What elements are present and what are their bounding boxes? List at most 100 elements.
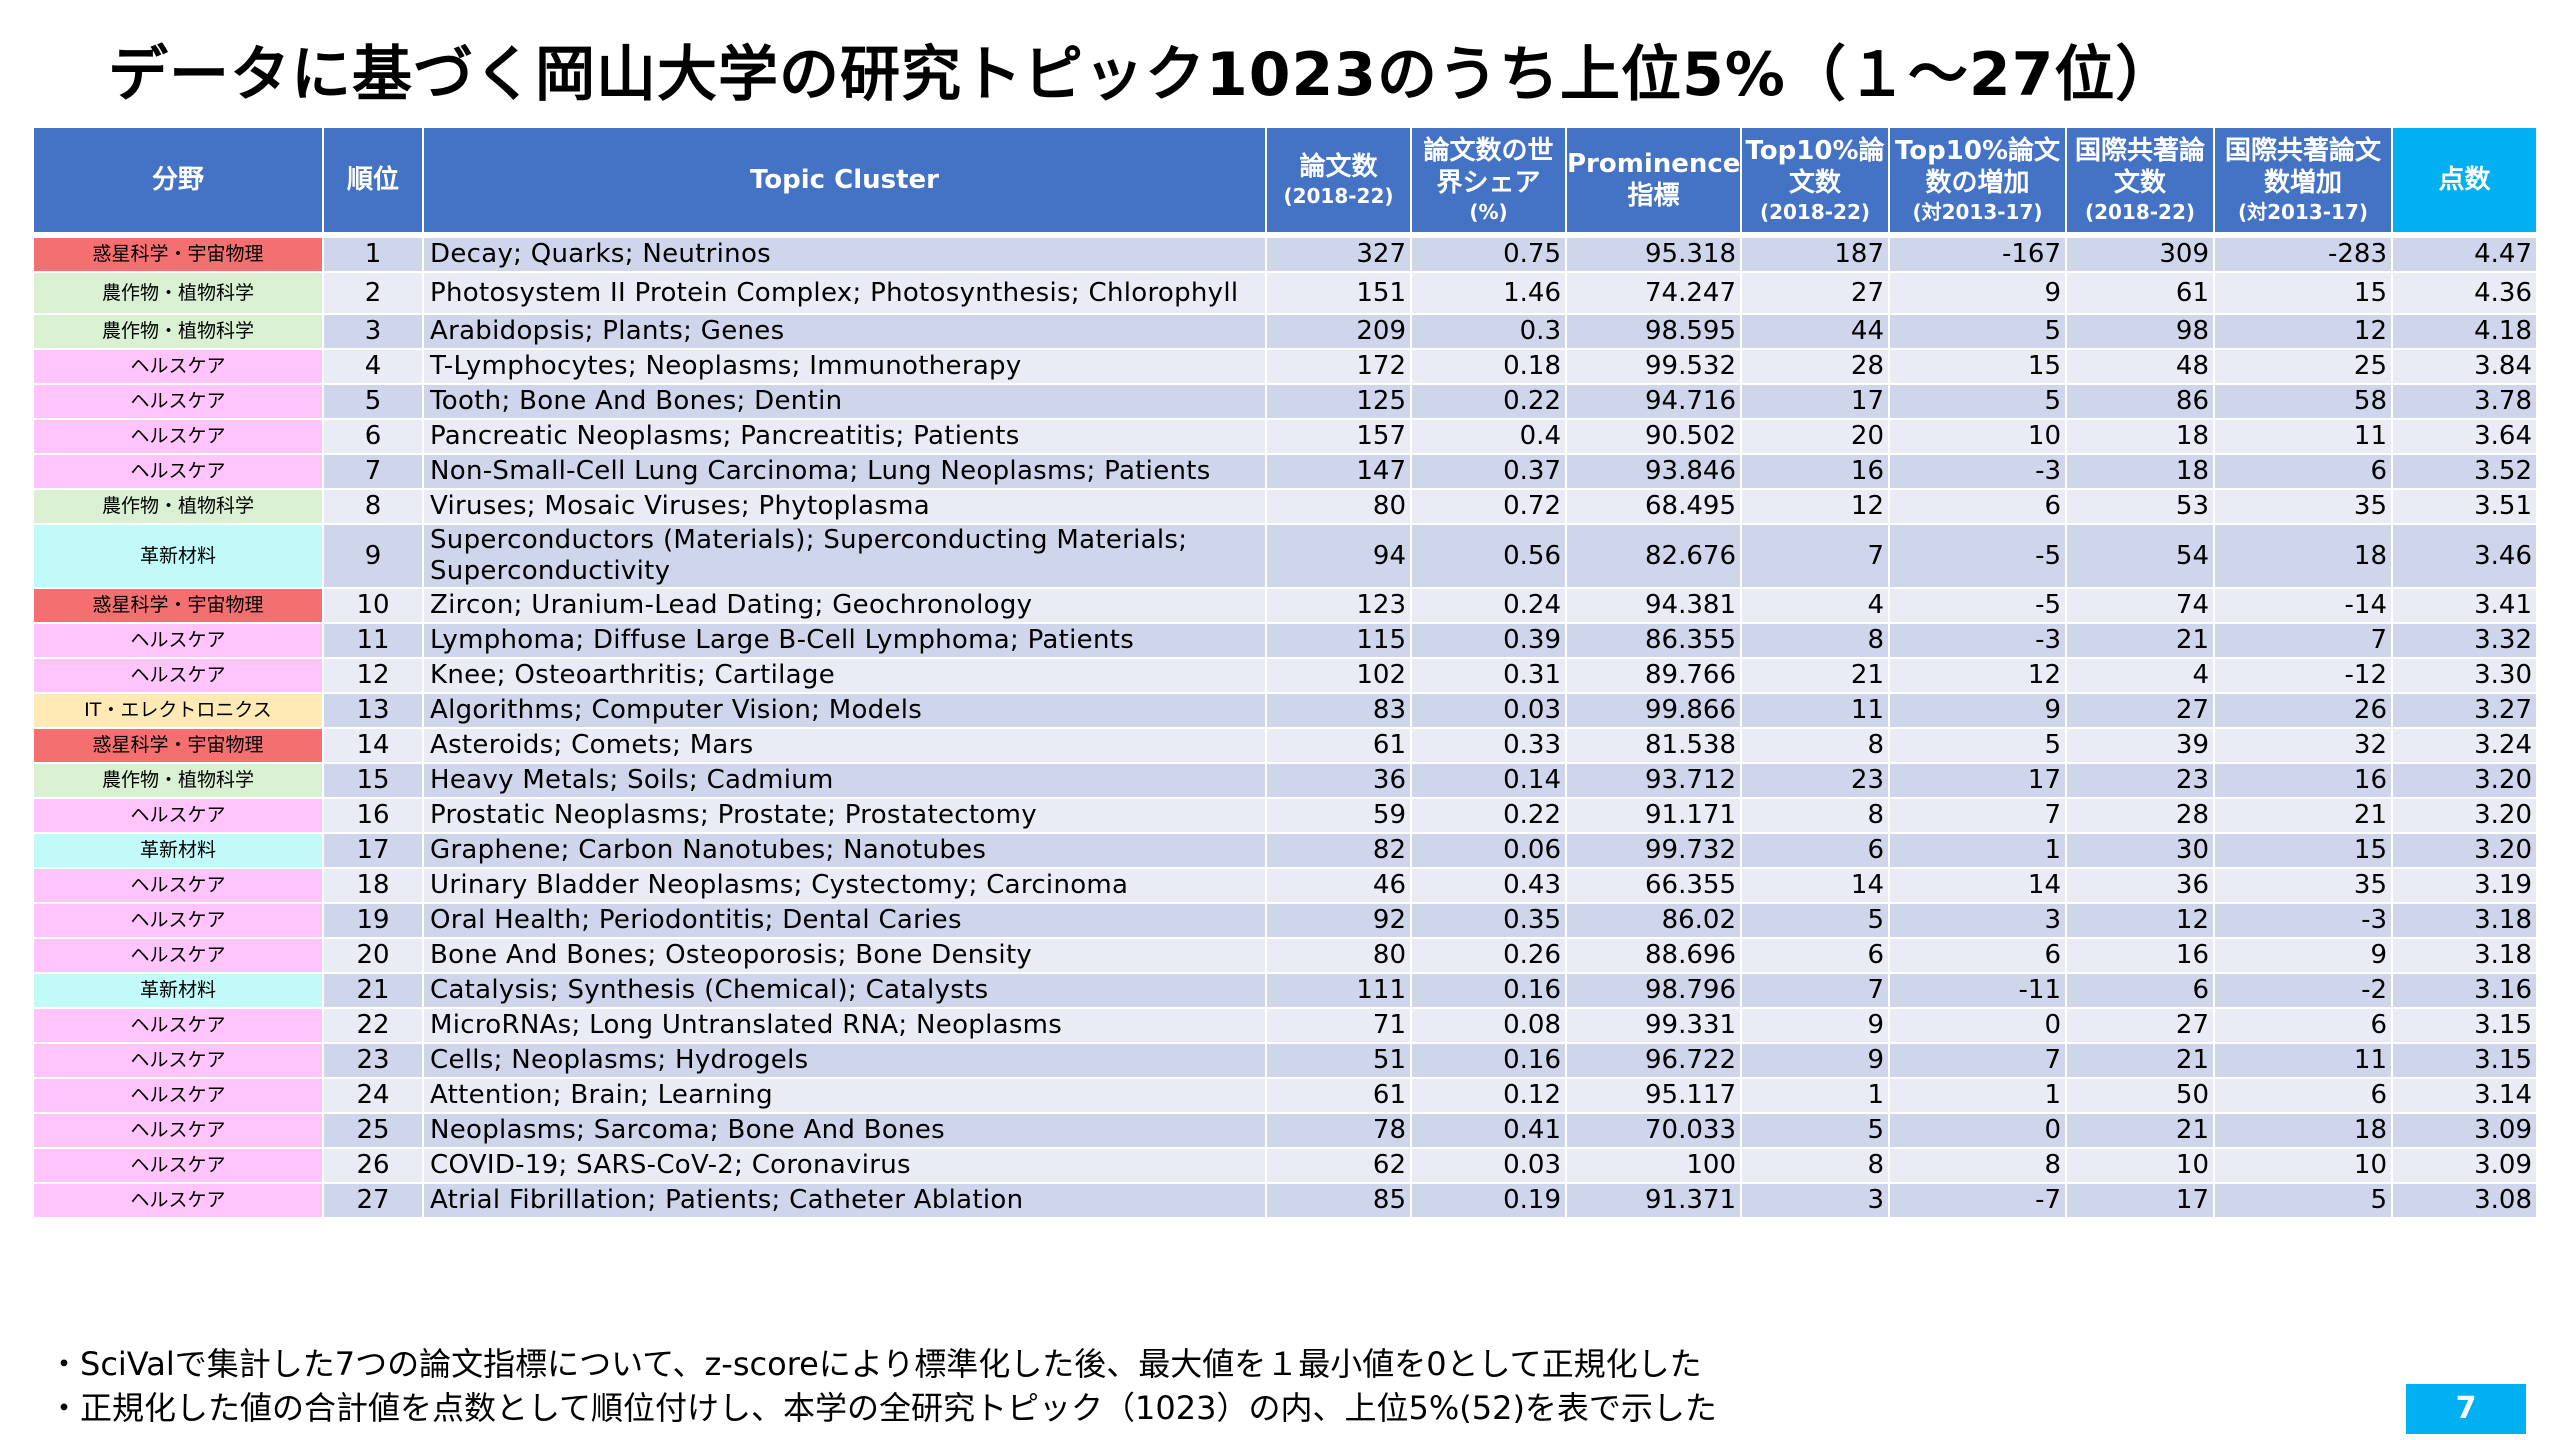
prominence-cell: 98.595 bbox=[1565, 313, 1742, 350]
intl-cell: 54 bbox=[2065, 523, 2215, 589]
field-cell: 革新材料 bbox=[32, 972, 324, 1009]
field-cell: ヘルスケア bbox=[32, 418, 324, 455]
top10-increase-cell: -11 bbox=[1888, 972, 2067, 1009]
share-cell: 0.08 bbox=[1410, 1007, 1567, 1044]
top10-cell: 5 bbox=[1740, 902, 1890, 939]
top10-increase-cell: 17 bbox=[1888, 762, 2067, 799]
score-cell: 3.46 bbox=[2391, 523, 2538, 589]
intl-increase-cell: 6 bbox=[2213, 1007, 2393, 1044]
intl-cell: 53 bbox=[2065, 488, 2215, 525]
footnote-2: ・正規化した値の合計値を点数として順位付けし、本学の全研究トピック（1023）の… bbox=[48, 1389, 1717, 1427]
topic-cell: Pancreatic Neoplasms; Pancreatitis; Pati… bbox=[422, 418, 1267, 455]
field-cell: ヘルスケア bbox=[32, 937, 324, 974]
intl-cell: 23 bbox=[2065, 762, 2215, 799]
intl-cell: 16 bbox=[2065, 937, 2215, 974]
field-cell: ヘルスケア bbox=[32, 348, 324, 385]
top10-cell: 4 bbox=[1740, 587, 1890, 624]
topic-cell: Heavy Metals; Soils; Cadmium bbox=[422, 762, 1267, 799]
prominence-cell: 86.02 bbox=[1565, 902, 1742, 939]
prominence-cell: 74.247 bbox=[1565, 271, 1742, 315]
score-cell: 3.09 bbox=[2391, 1147, 2538, 1184]
papers-cell: 83 bbox=[1265, 692, 1412, 729]
intl-increase-cell: 6 bbox=[2213, 453, 2393, 490]
table-row: ヘルスケア 6 Pancreatic Neoplasms; Pancreatitis… bbox=[32, 418, 2538, 455]
top10-cell: 9 bbox=[1740, 1007, 1890, 1044]
score-cell: 4.36 bbox=[2391, 271, 2538, 315]
topic-cell: Decay; Quarks; Neutrinos bbox=[422, 234, 1267, 273]
top10-increase-cell: 8 bbox=[1888, 1147, 2067, 1184]
prominence-cell: 93.712 bbox=[1565, 762, 1742, 799]
topic-cell: Prostatic Neoplasms; Prostate; Prostatec… bbox=[422, 797, 1267, 834]
top10-cell: 11 bbox=[1740, 692, 1890, 729]
score-cell: 3.16 bbox=[2391, 972, 2538, 1009]
top10-increase-cell: 6 bbox=[1888, 937, 2067, 974]
intl-cell: 10 bbox=[2065, 1147, 2215, 1184]
rank-cell: 3 bbox=[322, 313, 424, 350]
papers-cell: 51 bbox=[1265, 1042, 1412, 1079]
top10-cell: 16 bbox=[1740, 453, 1890, 490]
score-cell: 3.32 bbox=[2391, 622, 2538, 659]
field-cell: ヘルスケア bbox=[32, 1112, 324, 1149]
table-row: 革新材料 9 Superconductors (Materials); Superc… bbox=[32, 523, 2538, 589]
field-cell: ヘルスケア bbox=[32, 1147, 324, 1184]
score-cell: 3.64 bbox=[2391, 418, 2538, 455]
score-cell: 3.41 bbox=[2391, 587, 2538, 624]
intl-increase-cell: -283 bbox=[2213, 234, 2393, 273]
intl-increase-cell: 12 bbox=[2213, 313, 2393, 350]
prominence-cell: 68.495 bbox=[1565, 488, 1742, 525]
top10-cell: 1 bbox=[1740, 1077, 1890, 1114]
share-cell: 0.22 bbox=[1410, 383, 1567, 420]
top10-increase-cell: 1 bbox=[1888, 832, 2067, 869]
intl-increase-cell: 10 bbox=[2213, 1147, 2393, 1184]
score-cell: 3.15 bbox=[2391, 1007, 2538, 1044]
rank-cell: 13 bbox=[322, 692, 424, 729]
topic-cell: MicroRNAs; Long Untranslated RNA; Neopla… bbox=[422, 1007, 1267, 1044]
score-cell: 3.78 bbox=[2391, 383, 2538, 420]
field-cell: ヘルスケア bbox=[32, 657, 324, 694]
top10-increase-cell: 14 bbox=[1888, 867, 2067, 904]
intl-increase-cell: 6 bbox=[2213, 1077, 2393, 1114]
rank-cell: 27 bbox=[322, 1182, 424, 1219]
prominence-cell: 82.676 bbox=[1565, 523, 1742, 589]
header-field: 分野 bbox=[32, 126, 324, 238]
intl-cell: 21 bbox=[2065, 1112, 2215, 1149]
field-cell: ヘルスケア bbox=[32, 1182, 324, 1219]
intl-increase-cell: 11 bbox=[2213, 418, 2393, 455]
top10-cell: 8 bbox=[1740, 797, 1890, 834]
share-cell: 0.72 bbox=[1410, 488, 1567, 525]
papers-cell: 115 bbox=[1265, 622, 1412, 659]
top10-increase-cell: 12 bbox=[1888, 657, 2067, 694]
intl-increase-cell: 26 bbox=[2213, 692, 2393, 729]
share-cell: 0.31 bbox=[1410, 657, 1567, 694]
rank-cell: 7 bbox=[322, 453, 424, 490]
top10-increase-cell: 9 bbox=[1888, 692, 2067, 729]
papers-cell: 71 bbox=[1265, 1007, 1412, 1044]
top10-cell: 7 bbox=[1740, 972, 1890, 1009]
table-row: ヘルスケア 16 Prostatic Neoplasms; Prostate; Pr… bbox=[32, 797, 2538, 834]
rank-cell: 5 bbox=[322, 383, 424, 420]
rank-cell: 23 bbox=[322, 1042, 424, 1079]
table-row: ヘルスケア 23 Cells; Neoplasms; Hydrogels 51 0.16… bbox=[32, 1042, 2538, 1079]
score-cell: 3.18 bbox=[2391, 902, 2538, 939]
top10-increase-cell: 7 bbox=[1888, 1042, 2067, 1079]
topic-cell: Asteroids; Comets; Mars bbox=[422, 727, 1267, 764]
papers-cell: 82 bbox=[1265, 832, 1412, 869]
header-row: 分野 順位 Topic Cluster 論文数 (2018-22) 論文数の世界シ… bbox=[32, 126, 2538, 238]
table-row: 農作物・植物科学 3 Arabidopsis; Plants; Genes 209 0.… bbox=[32, 313, 2538, 350]
top10-cell: 8 bbox=[1740, 1147, 1890, 1184]
intl-cell: 17 bbox=[2065, 1182, 2215, 1219]
topic-ranking-table: 分野 順位 Topic Cluster 論文数 (2018-22) 論文数の世界シ… bbox=[32, 126, 2538, 1219]
intl-increase-cell: -3 bbox=[2213, 902, 2393, 939]
top10-cell: 23 bbox=[1740, 762, 1890, 799]
table-body: 惑星科学・宇宙物理 1 Decay; Quarks; Neutrinos 327 0.7… bbox=[32, 234, 2538, 1219]
intl-cell: 98 bbox=[2065, 313, 2215, 350]
table-row: ヘルスケア 18 Urinary Bladder Neoplasms; Cystec… bbox=[32, 867, 2538, 904]
header-intl-increase: 国際共著論文数増加 (対2013-17) bbox=[2213, 126, 2393, 238]
top10-increase-cell: 5 bbox=[1888, 313, 2067, 350]
prominence-cell: 66.355 bbox=[1565, 867, 1742, 904]
intl-cell: 18 bbox=[2065, 453, 2215, 490]
top10-cell: 14 bbox=[1740, 867, 1890, 904]
header-prominence: Prominence指標 bbox=[1565, 126, 1742, 238]
table-row: IT・エレクトロニクス 13 Algorithms; Computer Vision… bbox=[32, 692, 2538, 729]
rank-cell: 21 bbox=[322, 972, 424, 1009]
